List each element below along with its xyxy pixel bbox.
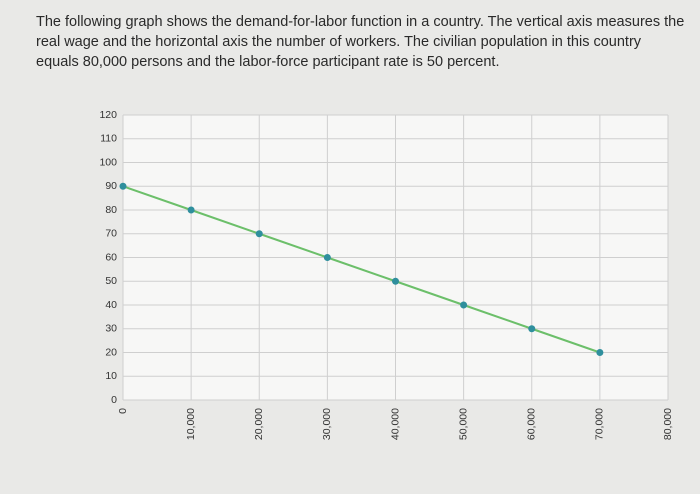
y-tick-label: 70 <box>105 228 117 240</box>
y-tick-label: 40 <box>105 299 117 311</box>
data-point <box>460 301 468 309</box>
x-tick-label: 50,000 <box>457 408 469 440</box>
y-tick-label: 20 <box>105 346 117 358</box>
data-line <box>122 185 601 354</box>
y-tick-label: 30 <box>105 323 117 335</box>
y-tick-label: 120 <box>99 109 117 121</box>
y-tick-label: 80 <box>105 204 117 216</box>
question-text: The following graph shows the demand-for… <box>36 14 685 70</box>
x-tick-label: 60,000 <box>526 408 538 440</box>
y-tick-label: 10 <box>105 370 117 382</box>
x-tick-label: 30,000 <box>321 408 333 440</box>
y-tick-label: 60 <box>105 251 117 263</box>
y-tick-label: 90 <box>105 180 117 192</box>
x-tick-label: 20,000 <box>253 408 265 440</box>
data-point <box>323 254 331 261</box>
y-tick-label: 110 <box>100 133 117 145</box>
x-tick-label: 80,000 <box>662 408 674 440</box>
x-tick-label: 0 <box>117 408 129 414</box>
data-point <box>119 182 127 190</box>
x-tick-label: 10,000 <box>185 408 197 440</box>
y-tick-label: 50 <box>105 275 117 287</box>
data-point <box>255 230 263 238</box>
x-tick-label: 40,000 <box>389 408 401 440</box>
y-tick-label: 0 <box>111 394 117 406</box>
data-point <box>187 206 195 214</box>
data-point <box>392 277 399 285</box>
y-tick-label: 100 <box>99 156 117 168</box>
x-tick-label: 70,000 <box>594 408 606 440</box>
data-point <box>596 349 604 356</box>
data-point <box>528 325 536 333</box>
